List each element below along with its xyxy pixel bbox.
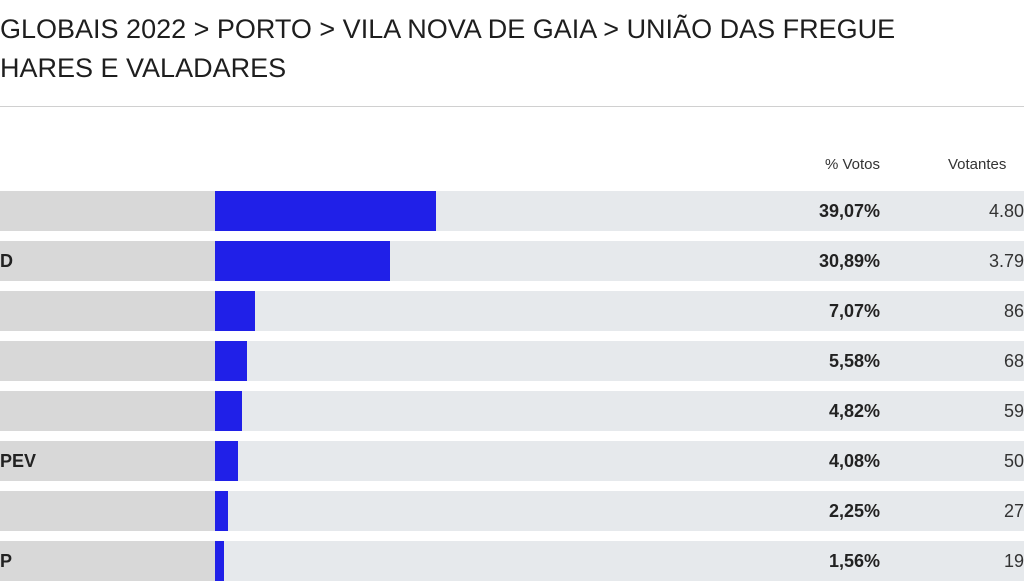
result-row: 7,07% 86 (0, 291, 1024, 331)
party-cell (0, 391, 215, 431)
breadcrumb-title: GLOBAIS 2022 > PORTO > VILA NOVA DE GAIA… (0, 14, 896, 44)
vote-bar (215, 291, 256, 331)
party-cell (0, 241, 215, 281)
bar-track (215, 391, 1024, 431)
column-header: % Votos (824, 156, 880, 173)
vote-bar (215, 441, 239, 481)
party-name: D (0, 251, 13, 271)
party-cell (0, 441, 215, 481)
result-row: 2,25% 27 (0, 491, 1024, 531)
vote-percentage: 30,89% (818, 251, 880, 271)
vote-bar (215, 341, 247, 381)
vote-bar (215, 491, 228, 531)
vote-count: 68 (1003, 351, 1024, 371)
result-row: 4,82% 59 (0, 391, 1024, 431)
party-cell (0, 341, 215, 381)
divider (0, 106, 1024, 107)
vote-bar (215, 191, 437, 231)
vote-count: 59 (1003, 401, 1024, 421)
party-cell (0, 541, 215, 581)
vote-percentage: 2,25% (828, 501, 880, 521)
result-row: 39,07% 4.80 (0, 191, 1024, 231)
result-row: PEV 4,08% 50 (0, 441, 1024, 481)
vote-count: 19 (1003, 551, 1024, 571)
vote-count: 4.80 (988, 201, 1024, 221)
vote-percentage: 7,07% (828, 301, 880, 321)
vote-bar (215, 241, 390, 281)
party-cell (0, 491, 215, 531)
breadcrumb-title: HARES E VALADARES (0, 53, 287, 83)
vote-count: 86 (1003, 301, 1024, 321)
bar-track (215, 441, 1024, 481)
bar-track (215, 491, 1024, 531)
vote-count: 50 (1003, 451, 1024, 471)
party-cell (0, 291, 215, 331)
vote-percentage: 4,82% (828, 401, 880, 421)
vote-bar (215, 391, 243, 431)
vote-count: 3.79 (988, 251, 1024, 271)
result-row: P 1,56% 19 (0, 541, 1024, 581)
vote-count: 27 (1003, 501, 1024, 521)
vote-percentage: 1,56% (828, 551, 880, 571)
party-name: PEV (0, 451, 37, 471)
vote-percentage: 5,58% (828, 351, 880, 371)
result-row: 5,58% 68 (0, 341, 1024, 381)
column-header: Votantes (948, 156, 1007, 173)
result-row: D 30,89% 3.79 (0, 241, 1024, 281)
party-cell (0, 191, 215, 231)
bar-track (215, 291, 1024, 331)
vote-percentage: 39,07% (818, 201, 880, 221)
party-name: P (0, 551, 13, 571)
vote-bar (215, 541, 224, 581)
bar-track (215, 341, 1024, 381)
vote-percentage: 4,08% (828, 451, 880, 471)
bar-track (215, 541, 1024, 581)
